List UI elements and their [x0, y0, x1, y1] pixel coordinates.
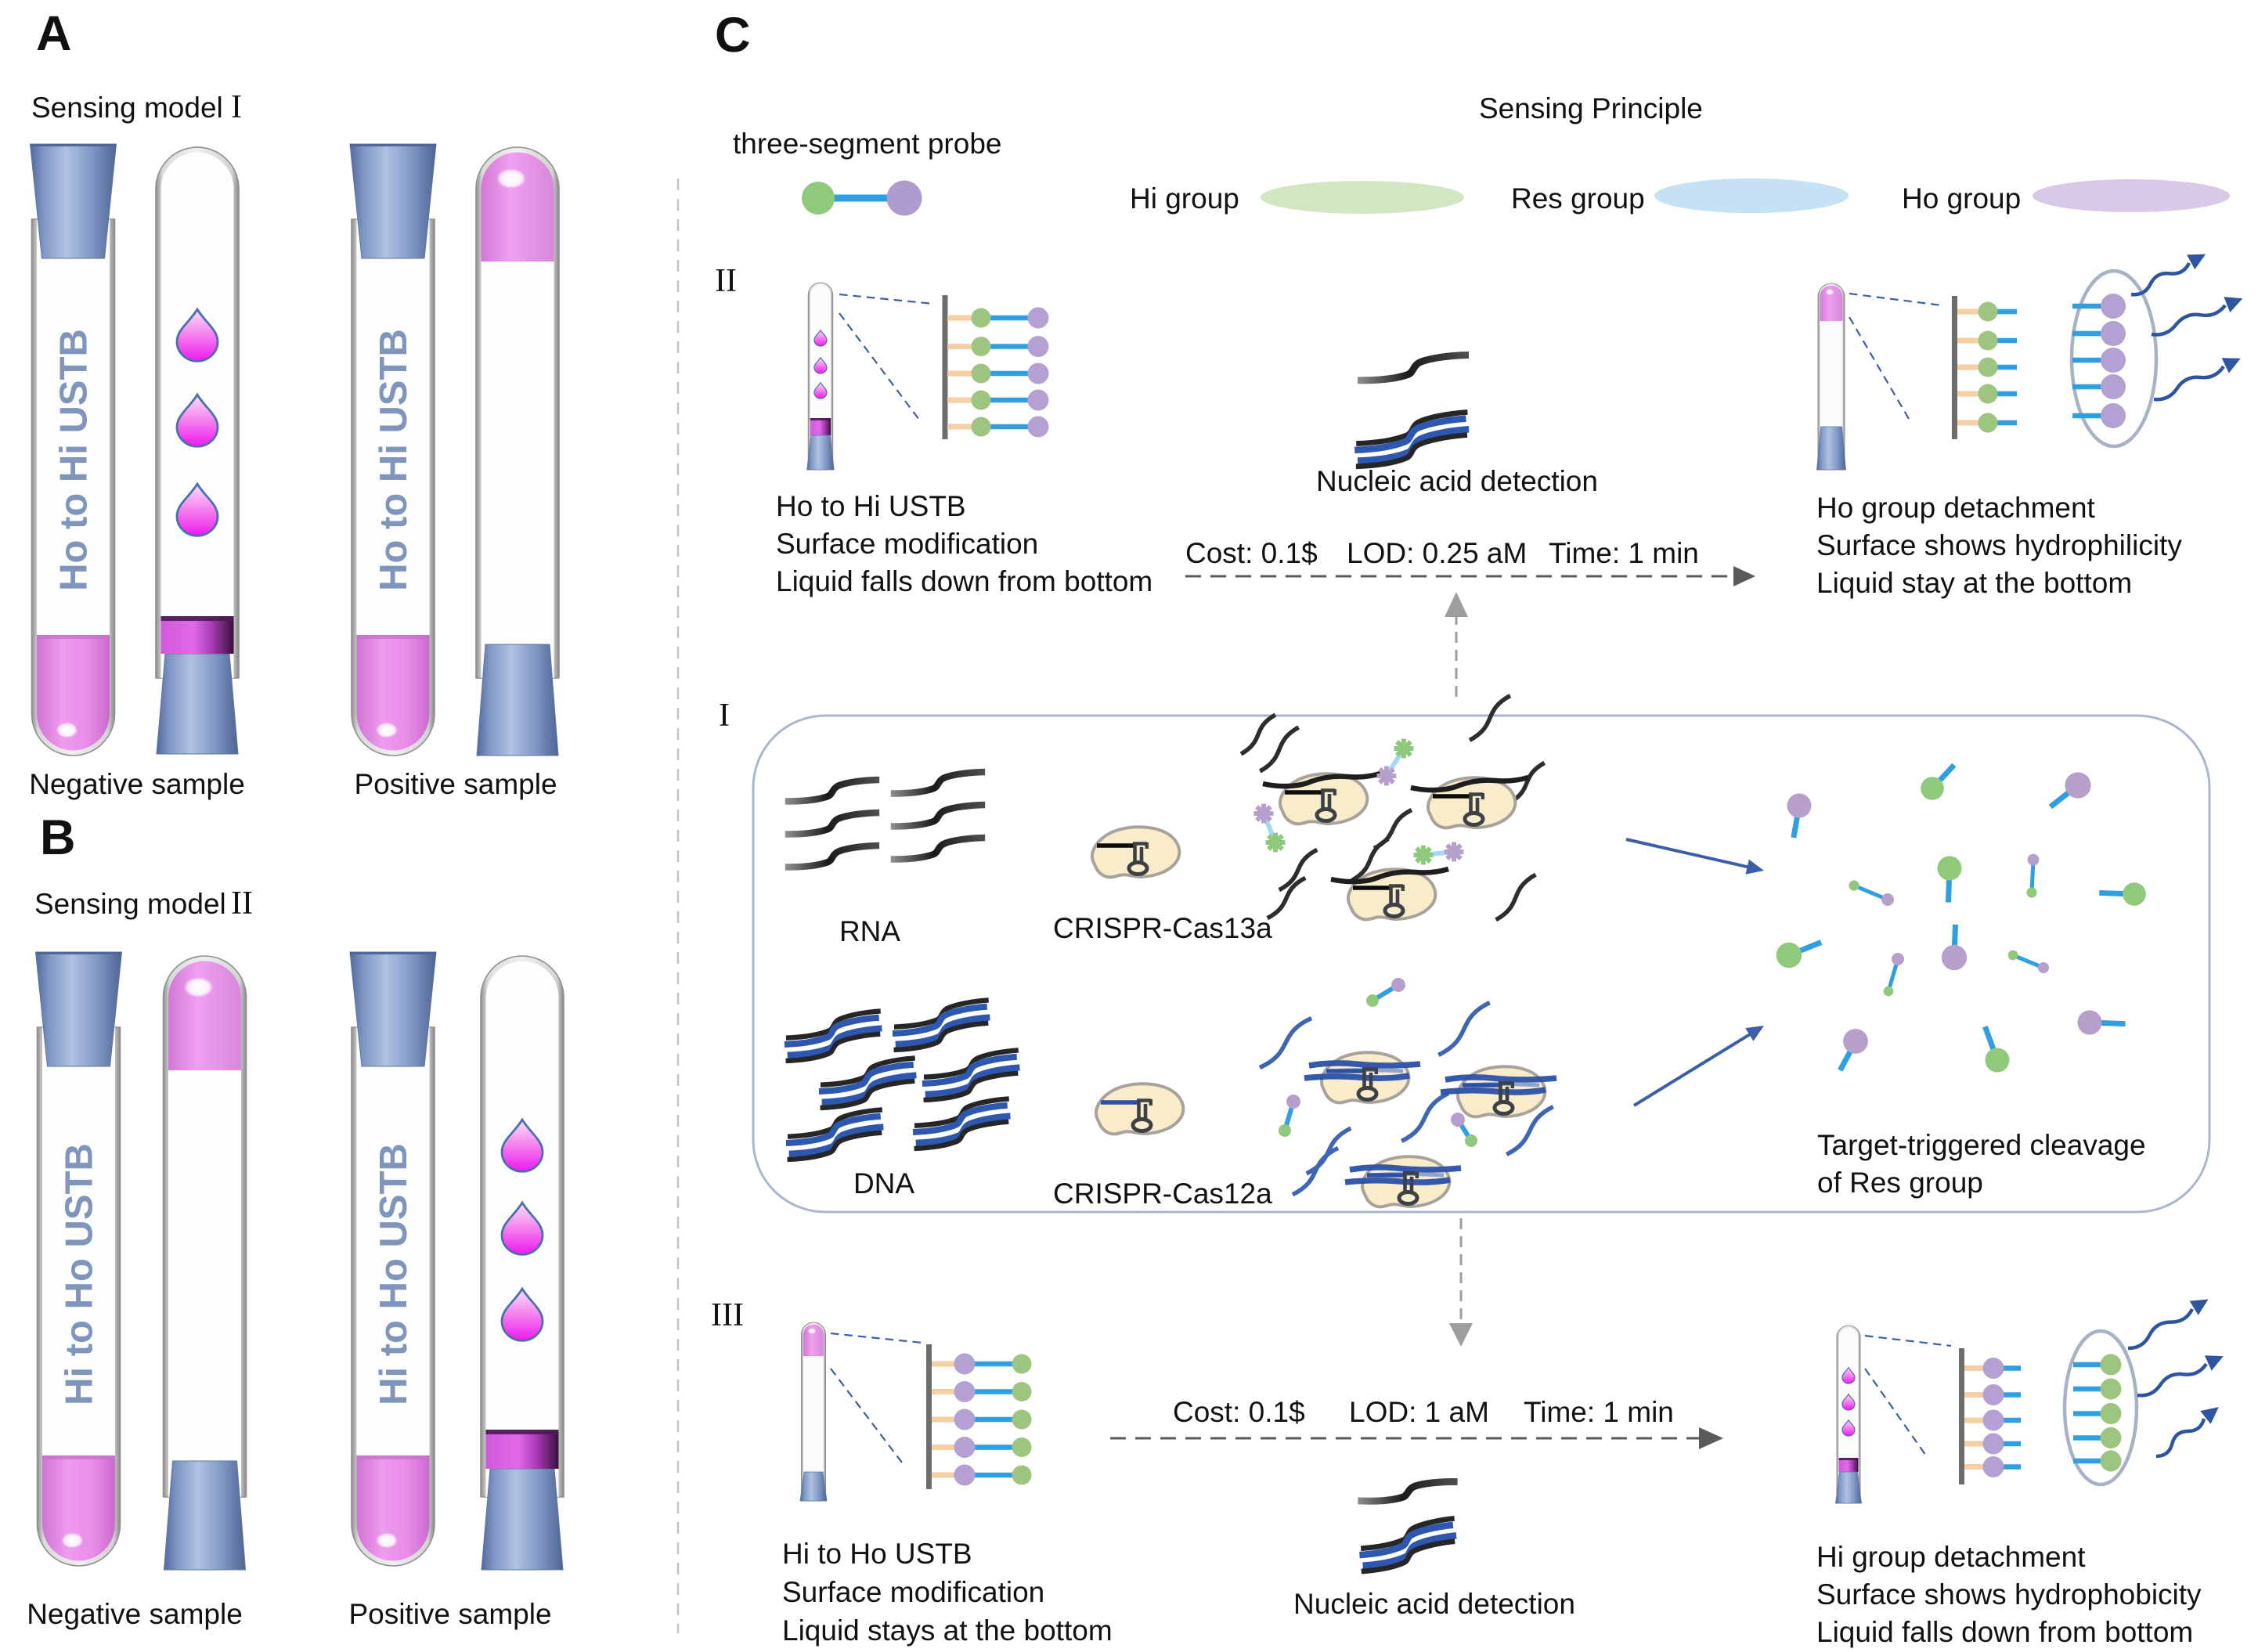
svg-text:Time: 1 min: Time: 1 min	[1549, 537, 1699, 569]
svg-text:Liquid falls down from bottom: Liquid falls down from bottom	[776, 565, 1152, 597]
svg-text:Hi to Ho USTB: Hi to Ho USTB	[782, 1538, 972, 1570]
svg-text:Liquid stay at the bottom: Liquid stay at the bottom	[1816, 567, 2132, 599]
svg-text:CRISPR-Cas13a: CRISPR-Cas13a	[1053, 912, 1272, 944]
svg-text:LOD: 1 aM: LOD: 1 aM	[1349, 1396, 1489, 1428]
svg-text:Target-triggered cleavage: Target-triggered cleavage	[1817, 1129, 2146, 1161]
svg-text:Sensing model: Sensing model	[34, 888, 226, 920]
svg-text:Nucleic acid detection: Nucleic acid detection	[1293, 1588, 1575, 1620]
svg-text:Liquid stays at the bottom: Liquid stays at the bottom	[782, 1614, 1113, 1647]
svg-text:III: III	[711, 1297, 744, 1333]
svg-text:Ho group: Ho group	[1902, 182, 2021, 215]
svg-text:Hi to Ho USTB: Hi to Ho USTB	[59, 1143, 101, 1405]
svg-text:Hi to Ho USTB: Hi to Ho USTB	[373, 1143, 415, 1405]
svg-text:I: I	[719, 698, 730, 734]
svg-text:Surface shows hydrophobicity: Surface shows hydrophobicity	[1816, 1578, 2202, 1611]
svg-text:Ho to Hi USTB: Ho to Hi USTB	[776, 490, 966, 522]
svg-text:Ho to Hi USTB: Ho to Hi USTB	[53, 329, 96, 591]
svg-text:Negative sample: Negative sample	[29, 768, 245, 800]
svg-text:LOD: 0.25 aM: LOD: 0.25 aM	[1347, 537, 1527, 569]
svg-text:CRISPR-Cas12a: CRISPR-Cas12a	[1053, 1178, 1272, 1210]
svg-text:RNA: RNA	[839, 915, 900, 947]
svg-text:Surface shows hydrophilicity: Surface shows hydrophilicity	[1816, 529, 2182, 561]
svg-text:I: I	[231, 89, 242, 125]
svg-text:II: II	[715, 263, 737, 299]
svg-text:Hi group detachment: Hi group detachment	[1816, 1541, 2086, 1573]
svg-text:Nucleic acid detection: Nucleic acid detection	[1316, 465, 1598, 497]
svg-text:Cost: 0.1$: Cost: 0.1$	[1173, 1396, 1305, 1428]
svg-text:Sensing model: Sensing model	[31, 92, 223, 124]
svg-text:DNA: DNA	[853, 1167, 914, 1199]
svg-text:Ho to Hi USTB: Ho to Hi USTB	[373, 329, 415, 591]
svg-text:Negative sample: Negative sample	[27, 1598, 243, 1630]
svg-text:Surface modification: Surface modification	[782, 1576, 1044, 1608]
svg-text:Hi group: Hi group	[1130, 182, 1239, 215]
svg-text:Res group: Res group	[1511, 182, 1645, 215]
svg-text:Cost: 0.1$: Cost: 0.1$	[1185, 537, 1318, 569]
svg-text:Positive sample: Positive sample	[354, 768, 557, 800]
svg-text:A: A	[36, 6, 72, 61]
svg-text:Positive sample: Positive sample	[348, 1598, 551, 1630]
svg-text:three-segment probe: three-segment probe	[733, 128, 1001, 160]
svg-text:Ho group detachment: Ho group detachment	[1816, 492, 2096, 524]
svg-text:Sensing Principle: Sensing Principle	[1479, 92, 1703, 124]
svg-text:C: C	[715, 8, 751, 63]
svg-text:of Res group: of Res group	[1817, 1167, 1983, 1199]
svg-text:Time: 1 min: Time: 1 min	[1524, 1396, 1674, 1428]
svg-text:Surface modification: Surface modification	[776, 528, 1038, 560]
svg-text:Liquid falls down from bottom: Liquid falls down from bottom	[1816, 1616, 2193, 1648]
svg-text:B: B	[40, 810, 76, 865]
svg-text:II: II	[231, 886, 253, 922]
